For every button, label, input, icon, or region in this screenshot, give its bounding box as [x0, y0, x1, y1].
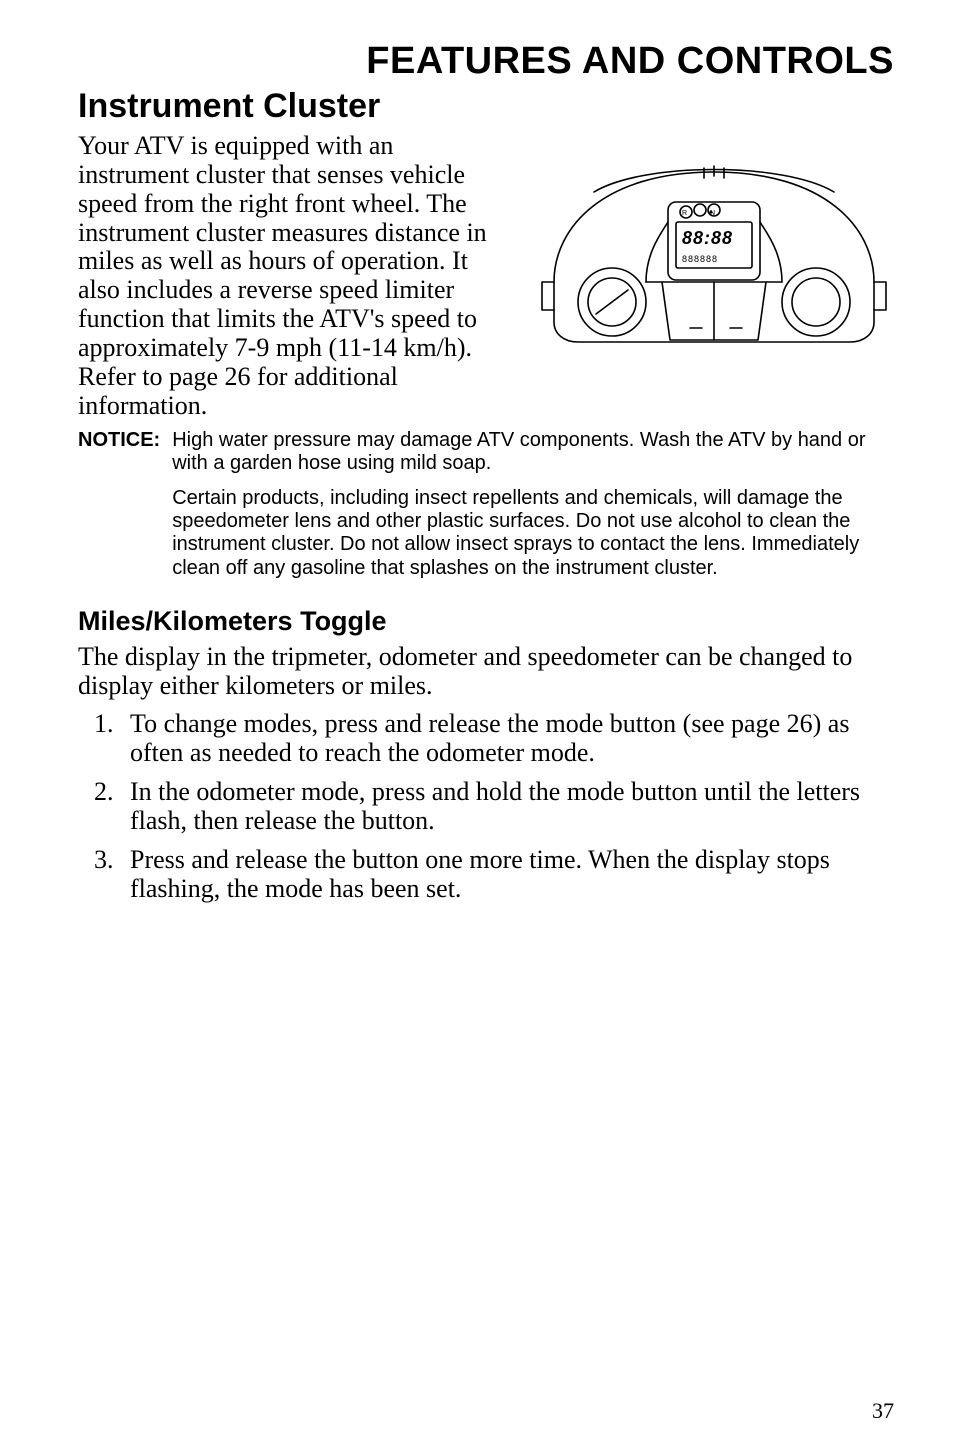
lcd-line2: 888888 — [682, 254, 718, 264]
chapter-title: FEATURES AND CONTROLS — [78, 40, 894, 83]
cluster-illustration-icon: R ● N 88:88 888888 — [534, 132, 894, 372]
notice-block: NOTICE: High water pressure may damage A… — [78, 429, 894, 592]
instrument-cluster-diagram: R ● N 88:88 888888 — [534, 132, 894, 372]
subsection-title: Miles/Kilometers Toggle — [78, 606, 894, 637]
lcd-line1: 88:88 — [682, 228, 733, 248]
indicator-r: R — [682, 210, 687, 217]
intro-paragraph: Your ATV is equipped with an instrument … — [78, 132, 510, 421]
list-item: In the odometer mode, press and hold the… — [120, 778, 894, 836]
notice-paragraph: Certain products, including insect repel… — [172, 487, 894, 580]
intro-row: Your ATV is equipped with an instrument … — [78, 132, 894, 421]
notice-body: High water pressure may damage ATV compo… — [172, 429, 894, 592]
subsection-paragraph: The display in the tripmeter, odometer a… — [78, 643, 894, 701]
indicator-n: N — [710, 210, 715, 217]
notice-paragraph: High water pressure may damage ATV compo… — [172, 429, 894, 475]
section-title: Instrument Cluster — [78, 87, 894, 126]
list-item: Press and release the button one more ti… — [120, 846, 894, 904]
steps-list: To change modes, press and release the m… — [78, 710, 894, 903]
list-item: To change modes, press and release the m… — [120, 710, 894, 768]
page-number: 37 — [872, 1398, 894, 1424]
notice-label: NOTICE: — [78, 429, 160, 592]
